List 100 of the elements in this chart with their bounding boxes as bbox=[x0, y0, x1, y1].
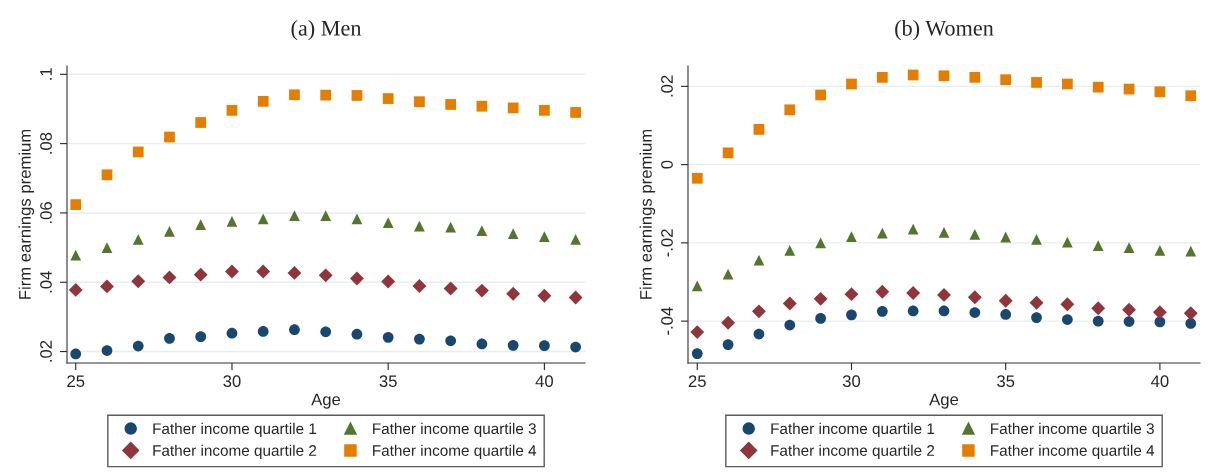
point bbox=[101, 345, 113, 356]
point bbox=[351, 90, 363, 101]
point bbox=[257, 95, 269, 107]
point bbox=[570, 341, 582, 353]
point bbox=[195, 219, 207, 231]
point bbox=[101, 242, 113, 253]
point bbox=[414, 333, 425, 345]
y-tick-label: .02 bbox=[40, 340, 52, 362]
point bbox=[570, 233, 582, 245]
point bbox=[752, 304, 766, 319]
legend-label: Father income quartile 3 bbox=[373, 422, 536, 438]
y-tick-label: .06 bbox=[40, 202, 52, 223]
point bbox=[1031, 233, 1042, 245]
point bbox=[876, 71, 888, 83]
point bbox=[132, 146, 144, 158]
point bbox=[844, 287, 859, 302]
x-axis-title: Age bbox=[929, 393, 959, 409]
point bbox=[969, 71, 981, 83]
point bbox=[537, 288, 552, 303]
point bbox=[1154, 244, 1166, 256]
point bbox=[445, 335, 457, 347]
point bbox=[722, 147, 734, 159]
point bbox=[507, 102, 519, 114]
point bbox=[1183, 306, 1198, 321]
point bbox=[907, 69, 919, 81]
point bbox=[476, 225, 488, 236]
point bbox=[907, 223, 919, 235]
point bbox=[539, 231, 550, 242]
point bbox=[193, 267, 208, 282]
point bbox=[351, 213, 363, 225]
point bbox=[906, 286, 921, 300]
point bbox=[257, 326, 269, 337]
point bbox=[969, 307, 981, 318]
point bbox=[289, 210, 300, 222]
legend-label: Father income quartile 2 bbox=[771, 444, 935, 459]
point bbox=[1092, 81, 1104, 93]
point bbox=[875, 284, 890, 299]
point bbox=[414, 96, 425, 108]
point bbox=[1091, 301, 1106, 316]
point bbox=[1061, 314, 1073, 325]
x-tick-label: 25 bbox=[688, 375, 706, 388]
point bbox=[691, 172, 703, 184]
point bbox=[443, 281, 458, 296]
point bbox=[506, 286, 521, 301]
point bbox=[256, 264, 271, 279]
y-axis-title: Firm earnings premium bbox=[639, 129, 656, 299]
point bbox=[690, 325, 705, 340]
point bbox=[784, 104, 796, 116]
chart-title: (a) Men bbox=[291, 20, 362, 41]
legend-label: Father income quartile 3 bbox=[991, 422, 1154, 438]
point bbox=[445, 221, 457, 233]
point bbox=[1092, 240, 1104, 251]
point bbox=[784, 244, 796, 256]
x-tick-label: 40 bbox=[1151, 375, 1169, 388]
point bbox=[846, 231, 857, 242]
point bbox=[1031, 77, 1042, 88]
point bbox=[476, 338, 488, 350]
legend-label: Father income quartile 4 bbox=[991, 444, 1155, 459]
point bbox=[1061, 236, 1073, 248]
y-tick-label: 0 bbox=[661, 160, 673, 169]
point bbox=[876, 227, 888, 239]
point bbox=[815, 89, 827, 101]
point bbox=[907, 305, 919, 317]
point bbox=[938, 70, 950, 82]
point bbox=[320, 326, 332, 338]
point bbox=[1185, 245, 1197, 257]
point bbox=[1061, 78, 1073, 90]
point bbox=[1123, 316, 1135, 327]
point bbox=[967, 290, 982, 305]
point bbox=[164, 131, 175, 143]
point bbox=[1122, 302, 1136, 317]
point bbox=[782, 296, 797, 311]
point bbox=[289, 324, 300, 336]
point bbox=[226, 215, 238, 227]
y-tick-label: .04 bbox=[40, 271, 52, 293]
point bbox=[318, 268, 333, 283]
point bbox=[753, 328, 765, 340]
point bbox=[225, 264, 239, 279]
legend-label: Father income quartile 1 bbox=[153, 422, 317, 438]
point bbox=[382, 217, 394, 229]
point bbox=[539, 340, 550, 352]
point bbox=[381, 274, 396, 289]
point bbox=[349, 271, 364, 286]
y-tick-label: .02 bbox=[661, 75, 673, 97]
point bbox=[691, 280, 703, 292]
point bbox=[691, 348, 703, 359]
point bbox=[1000, 74, 1012, 86]
point bbox=[70, 199, 82, 210]
point bbox=[813, 291, 828, 306]
x-tick-label: 35 bbox=[997, 375, 1015, 388]
point bbox=[507, 228, 519, 240]
point bbox=[101, 169, 113, 181]
point bbox=[1000, 309, 1012, 320]
point bbox=[351, 328, 363, 340]
point bbox=[1185, 90, 1197, 102]
point bbox=[815, 237, 827, 249]
chart-title: (b) Women bbox=[895, 20, 994, 41]
x-tick-label: 30 bbox=[842, 375, 861, 388]
legend-label: Father income quartile 1 bbox=[771, 422, 935, 438]
point bbox=[1029, 295, 1044, 310]
